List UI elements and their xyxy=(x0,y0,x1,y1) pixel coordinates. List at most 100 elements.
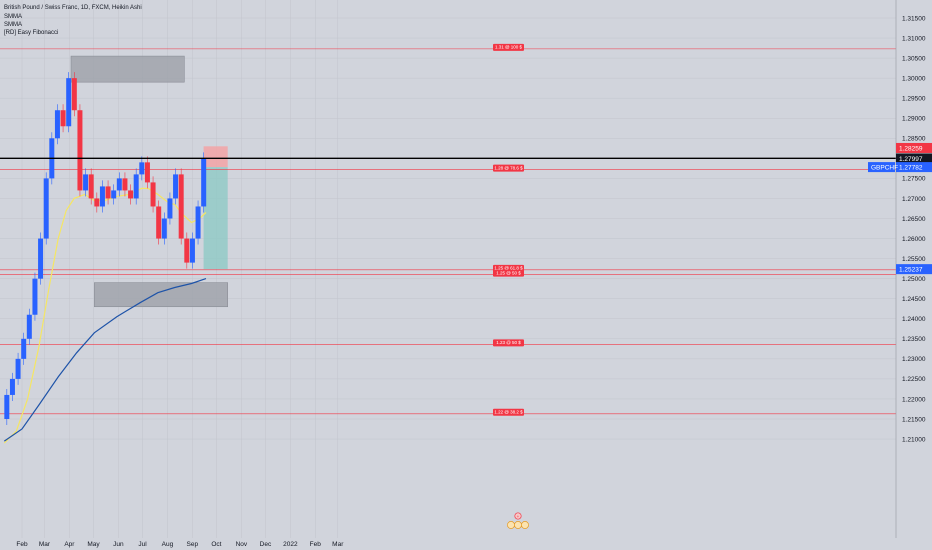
fib-label-background xyxy=(493,339,524,347)
candle-body[interactable] xyxy=(161,218,167,239)
y-tick-label: 1.30500 xyxy=(902,55,926,62)
candle-body[interactable] xyxy=(201,158,207,207)
candle-body[interactable] xyxy=(43,178,49,239)
candle-body[interactable] xyxy=(156,206,162,239)
y-tick-label: 1.21500 xyxy=(902,416,926,423)
fib-level-label: 1.31 @ 100 $ xyxy=(495,45,523,50)
y-tick-label: 1.23500 xyxy=(902,336,926,343)
candle-body[interactable] xyxy=(184,238,190,263)
candle-body[interactable] xyxy=(32,278,38,315)
candle-body[interactable] xyxy=(167,198,173,219)
x-tick-label: 2022 xyxy=(283,541,298,548)
x-tick-label: Mar xyxy=(39,541,51,548)
candle-body[interactable] xyxy=(128,190,134,199)
fib-label-background xyxy=(493,408,524,416)
fib-label-background xyxy=(493,269,524,277)
candle-body[interactable] xyxy=(9,378,15,395)
candle-body[interactable] xyxy=(66,78,72,127)
candle-body[interactable] xyxy=(38,238,44,279)
candle-body[interactable] xyxy=(122,178,128,191)
symbol-tag-label: GBPCHF xyxy=(871,164,898,171)
legend-indicator-1: SMMA xyxy=(4,14,22,20)
candle-body[interactable] xyxy=(139,162,145,175)
x-tick-label: Jul xyxy=(138,541,147,548)
y-tick-label: 1.30000 xyxy=(902,75,926,82)
candle-body[interactable] xyxy=(94,198,100,207)
price-tag-value: 1.25237 xyxy=(899,267,923,274)
y-tick-label: 1.26500 xyxy=(902,216,926,223)
legend-indicator-2: SMMA xyxy=(4,22,22,28)
take-profit-zone[interactable] xyxy=(203,167,228,270)
y-tick-label: 1.28500 xyxy=(902,136,926,143)
price-tag-value: 1.27997 xyxy=(899,156,923,163)
candle-body[interactable] xyxy=(173,174,179,199)
alert-icon[interactable]: + xyxy=(507,512,529,529)
legend-indicator-3: [RD] Easy Fibonacci xyxy=(4,30,58,36)
x-tick-label: Jun xyxy=(113,541,124,548)
y-tick-label: 1.23000 xyxy=(902,356,926,363)
price-tag xyxy=(896,142,932,153)
candle-body[interactable] xyxy=(116,178,122,191)
candle-body[interactable] xyxy=(150,182,156,207)
x-tick-label: May xyxy=(87,541,100,548)
price-tag xyxy=(896,264,932,275)
candle-body[interactable] xyxy=(60,110,66,127)
resistance-zone[interactable] xyxy=(70,55,185,83)
svg-text:+: + xyxy=(517,514,520,519)
y-tick-label: 1.22000 xyxy=(902,396,926,403)
y-tick-label: 1.31000 xyxy=(902,35,926,42)
legend-title: British Pound / Swiss Franc, 1D, FXCM, H… xyxy=(4,5,142,11)
smma-slow-line xyxy=(3,278,207,442)
fib-level-label: 1.23 @ 50 $ xyxy=(496,340,521,345)
candle-body[interactable] xyxy=(88,174,94,199)
price-tag-value: 1.28259 xyxy=(899,145,923,152)
y-tick-label: 1.27000 xyxy=(902,196,926,203)
candle-body[interactable] xyxy=(189,238,195,263)
y-tick-label: 1.25000 xyxy=(902,276,926,283)
x-tick-label: Dec xyxy=(260,541,272,548)
fib-label-background xyxy=(493,43,524,51)
candle-body[interactable] xyxy=(83,174,89,191)
fib-level-label: 1.25 @ 50 $ xyxy=(496,270,521,275)
x-tick-label: Aug xyxy=(162,541,174,548)
candle-body[interactable] xyxy=(195,206,201,239)
y-tick-label: 1.25500 xyxy=(902,256,926,263)
y-tick-label: 1.31500 xyxy=(902,15,926,22)
candle-body[interactable] xyxy=(133,174,139,199)
x-tick-label: Apr xyxy=(64,541,75,548)
y-tick-label: 1.27500 xyxy=(902,176,926,183)
fib-level-label: 1.28 @ 78.6 $ xyxy=(494,165,523,170)
price-tag xyxy=(896,153,932,164)
x-tick-label: Mar xyxy=(332,541,344,548)
candle-body[interactable] xyxy=(15,358,21,379)
candle-body[interactable] xyxy=(71,78,77,111)
candle-body[interactable] xyxy=(54,110,60,139)
y-tick-label: 1.24000 xyxy=(902,316,926,323)
price-tag xyxy=(896,162,932,173)
x-tick-label: Feb xyxy=(16,541,28,548)
y-tick-label: 1.24500 xyxy=(902,296,926,303)
candle-body[interactable] xyxy=(178,174,184,239)
candle-body[interactable] xyxy=(111,190,117,199)
support-zone[interactable] xyxy=(94,282,228,308)
fib-label-background xyxy=(493,164,524,172)
stop-loss-zone[interactable] xyxy=(203,146,228,168)
x-tick-label: Oct xyxy=(211,541,221,548)
symbol-tag xyxy=(868,162,895,173)
candle-body[interactable] xyxy=(21,338,27,359)
y-tick-label: 1.22500 xyxy=(902,376,926,383)
fib-level-label: 1.25 @ 61.8 $ xyxy=(494,266,523,271)
x-tick-label: Sep xyxy=(187,541,199,548)
candle-body[interactable] xyxy=(105,186,111,199)
candle-body[interactable] xyxy=(99,186,105,207)
candle-body[interactable] xyxy=(144,162,150,183)
candle-body[interactable] xyxy=(77,110,83,191)
candle-body[interactable] xyxy=(26,314,32,339)
y-tick-label: 1.29500 xyxy=(902,96,926,103)
y-tick-label: 1.21000 xyxy=(902,436,926,443)
candle-body[interactable] xyxy=(4,394,10,419)
y-tick-label: 1.26000 xyxy=(902,236,926,243)
